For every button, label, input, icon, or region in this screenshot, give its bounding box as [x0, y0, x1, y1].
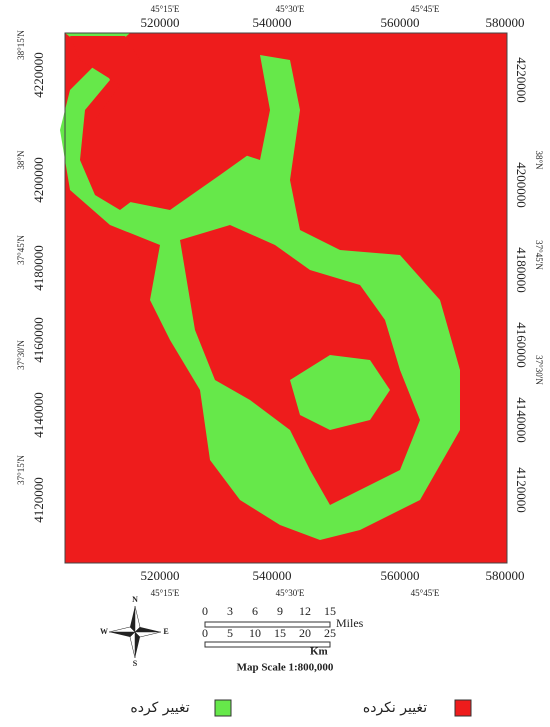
utm-label: 4140000 — [514, 397, 529, 443]
utm-label: 560000 — [381, 15, 420, 30]
utm-label: 4200000 — [514, 162, 529, 208]
utm-label: 540000 — [253, 568, 292, 583]
utm-label: 520000 — [141, 568, 180, 583]
utm-label: 4160000 — [31, 317, 46, 363]
scale-unit: Miles — [336, 616, 364, 630]
utm-label: 580000 — [486, 15, 525, 30]
utm-label: 560000 — [381, 568, 420, 583]
geo-label: 45°45'E — [411, 588, 440, 598]
scale-tick-label: 5 — [227, 626, 233, 640]
geo-label: 45°30'E — [276, 4, 305, 14]
utm-label: 4200000 — [31, 157, 46, 203]
scale-tick-label: 9 — [277, 604, 283, 618]
legend-swatch — [455, 700, 471, 716]
scale-tick-label: 3 — [227, 604, 233, 618]
geo-label: 37°15'N — [16, 455, 26, 485]
scale-tick-label: 10 — [249, 626, 261, 640]
utm-label: 4120000 — [31, 477, 46, 523]
utm-label: 4120000 — [514, 467, 529, 513]
utm-label: 540000 — [253, 15, 292, 30]
compass-rose — [109, 606, 161, 658]
legend-label: تغییر کرده — [130, 700, 189, 716]
geo-label: 38°N — [16, 150, 26, 170]
geo-label: 37°30'N — [16, 340, 26, 370]
utm-label: 4220000 — [514, 57, 529, 103]
scale-tick-label: 15 — [324, 604, 336, 618]
utm-label: 4160000 — [514, 322, 529, 368]
utm-label: 4180000 — [514, 247, 529, 293]
compass — [109, 606, 161, 658]
geo-label: 38°N — [534, 150, 544, 170]
utm-label: 4140000 — [31, 392, 46, 438]
utm-label: 4180000 — [31, 245, 46, 291]
legend-label: تغییر نکرده — [363, 700, 427, 716]
geo-label: 37°30'N — [534, 355, 544, 385]
scale-tick-label: 0 — [202, 626, 208, 640]
scale-tick-label: 15 — [274, 626, 286, 640]
geo-label: 45°15'E — [151, 588, 180, 598]
geo-label: 45°30'E — [276, 588, 305, 598]
scale-bar-miles — [205, 622, 330, 627]
legend-swatch — [215, 700, 231, 716]
geo-label: 45°15'E — [151, 4, 180, 14]
utm-label: 520000 — [141, 15, 180, 30]
scale-tick-label: 20 — [299, 626, 311, 640]
scale-tick-label: 25 — [324, 626, 336, 640]
utm-label: 580000 — [486, 568, 525, 583]
scale-tick-label: 0 — [202, 604, 208, 618]
scale-tick-label: 6 — [252, 604, 258, 618]
map-page: 520000 540000 560000 580000 45°15'E 45°30'E 45… — [0, 0, 550, 722]
map-scale: Map Scale 1:800,000 — [237, 662, 334, 674]
scale-unit: Km — [310, 646, 328, 658]
geo-label: 45°45'E — [411, 4, 440, 14]
utm-label: 4220000 — [31, 52, 46, 98]
scale-bar — [205, 622, 330, 647]
compass-label: S — [133, 659, 138, 668]
scale-tick-label: 12 — [299, 604, 311, 618]
geo-label: 37°45'N — [534, 240, 544, 270]
geo-label: 37°45'N — [16, 235, 26, 265]
compass-label: E — [163, 627, 168, 636]
compass-label: W — [100, 627, 108, 636]
geo-label: 38°15'N — [16, 30, 26, 60]
compass-label: N — [132, 595, 138, 604]
